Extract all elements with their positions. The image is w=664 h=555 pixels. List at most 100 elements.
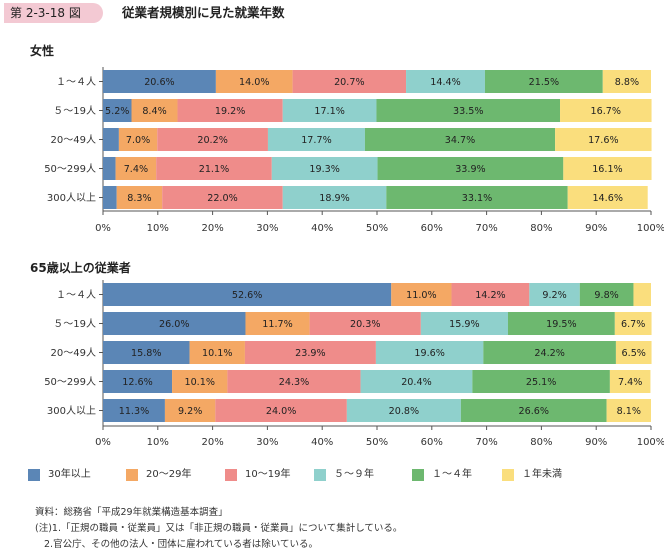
bar-segment (103, 341, 190, 364)
category-label: 300人以上 (47, 405, 96, 417)
bar-segment (103, 312, 246, 335)
x-tick-label: 60% (421, 437, 443, 448)
bar-segment (483, 341, 616, 364)
data-label: 11.0% (406, 290, 436, 301)
legend-label: 30年以上 (48, 469, 91, 480)
bar-segment (606, 399, 651, 422)
bar-segment (177, 99, 283, 122)
x-tick-label: 100% (637, 437, 664, 448)
bar-segment (460, 399, 607, 422)
category-label: １〜４人 (56, 76, 96, 88)
bar-segment (529, 283, 580, 306)
bar-segment (162, 186, 283, 209)
data-label: 16.1% (592, 164, 622, 175)
bar-segment (609, 370, 651, 393)
legend-label: １年未満 (522, 469, 562, 480)
legend-label: 20〜29年 (146, 469, 192, 480)
data-label: 25.1% (526, 377, 556, 388)
x-tick-label: 0% (95, 437, 111, 448)
category-label: １〜４人 (56, 289, 96, 301)
bar-segment (420, 312, 508, 335)
data-label: 6.5% (622, 348, 646, 359)
legend-swatch (412, 469, 424, 481)
legend-swatch (314, 469, 326, 481)
data-label: 9.2% (542, 290, 566, 301)
data-label: 20.6% (144, 77, 174, 88)
data-label: 17.6% (588, 135, 618, 146)
bar-segment (103, 370, 173, 393)
data-label: 8.3% (127, 193, 151, 204)
x-tick-label: 40% (311, 437, 333, 448)
bar-segment (172, 370, 228, 393)
bar-segment (103, 186, 117, 209)
category-label: 20〜49人 (51, 134, 96, 146)
bar-segment (215, 399, 347, 422)
note-line: 資料：総務省「平成29年就業構造基本調査」 (35, 507, 228, 518)
data-label: 22.0% (207, 193, 237, 204)
x-tick-label: 20% (201, 437, 223, 448)
data-label: 11.3% (119, 406, 149, 417)
data-label: 6.7% (621, 319, 645, 330)
legend-swatch (225, 469, 237, 481)
x-tick-label: 50% (366, 223, 388, 234)
data-label: 7.0% (126, 135, 150, 146)
bar-segment (103, 70, 216, 93)
x-tick-label: 60% (421, 223, 443, 234)
chart-1-title: 女性 (30, 44, 55, 58)
x-tick-label: 70% (475, 437, 497, 448)
bar-segment (507, 312, 615, 335)
note-line: (注)1.「正規の職員・従業員」又は「非正規の職員・従業員」について集計している… (35, 523, 403, 534)
data-label: 15.9% (449, 319, 479, 330)
bar-segment (103, 99, 132, 122)
bar-segment (579, 283, 634, 306)
data-label: 23.9% (295, 348, 325, 359)
chart-2-title: 65歳以上の従業者 (30, 261, 131, 275)
bar-segment (377, 157, 564, 180)
bar-segment (282, 186, 387, 209)
bar-segment (244, 341, 376, 364)
bar-segment (156, 157, 272, 180)
bar-segment (103, 283, 392, 306)
data-label: 20.8% (389, 406, 419, 417)
legend: 30年以上 20〜29年 10〜19年 ５〜９年 １〜４年 １年未満 (28, 467, 664, 483)
bar-segment (271, 157, 378, 180)
bar-segment (472, 370, 610, 393)
x-tick-label: 90% (585, 223, 607, 234)
figure-number-badge: 第 2-3-18 図 (4, 3, 103, 23)
data-label: 24.0% (266, 406, 296, 417)
bar-segment (245, 312, 310, 335)
category-label: ５〜19人 (53, 318, 96, 330)
data-label: 33.1% (462, 193, 492, 204)
bar-segment (614, 312, 652, 335)
bar-segment (282, 99, 377, 122)
bar-segment (118, 128, 158, 151)
data-label: 19.2% (215, 106, 245, 117)
x-tick-label: 10% (147, 437, 169, 448)
category-label: ５〜19人 (53, 105, 96, 117)
data-label: 10.1% (184, 377, 214, 388)
bar-segment (103, 157, 116, 180)
legend-swatch (126, 469, 138, 481)
data-label: 19.6% (414, 348, 444, 359)
legend-label: ５〜９年 (334, 469, 374, 480)
legend-swatch (502, 469, 514, 481)
data-label: 14.0% (239, 77, 269, 88)
data-label: 8.8% (615, 77, 639, 88)
data-label: 21.1% (199, 164, 229, 175)
bar-segment (164, 399, 216, 422)
data-label: 7.4% (124, 164, 148, 175)
bar-segment (189, 341, 245, 364)
bar-segment (116, 186, 163, 209)
data-label: 12.6% (122, 377, 152, 388)
data-label: 14.2% (475, 290, 505, 301)
x-tick-label: 80% (530, 223, 552, 234)
data-label: 34.7% (445, 135, 475, 146)
data-label: 33.5% (453, 106, 483, 117)
bar-segment (364, 128, 556, 151)
data-label: 9.2% (178, 406, 202, 417)
data-label: 10.1% (202, 348, 232, 359)
bar-segment (103, 128, 119, 151)
data-label: 9.8% (594, 290, 618, 301)
bar-segment (451, 283, 530, 306)
